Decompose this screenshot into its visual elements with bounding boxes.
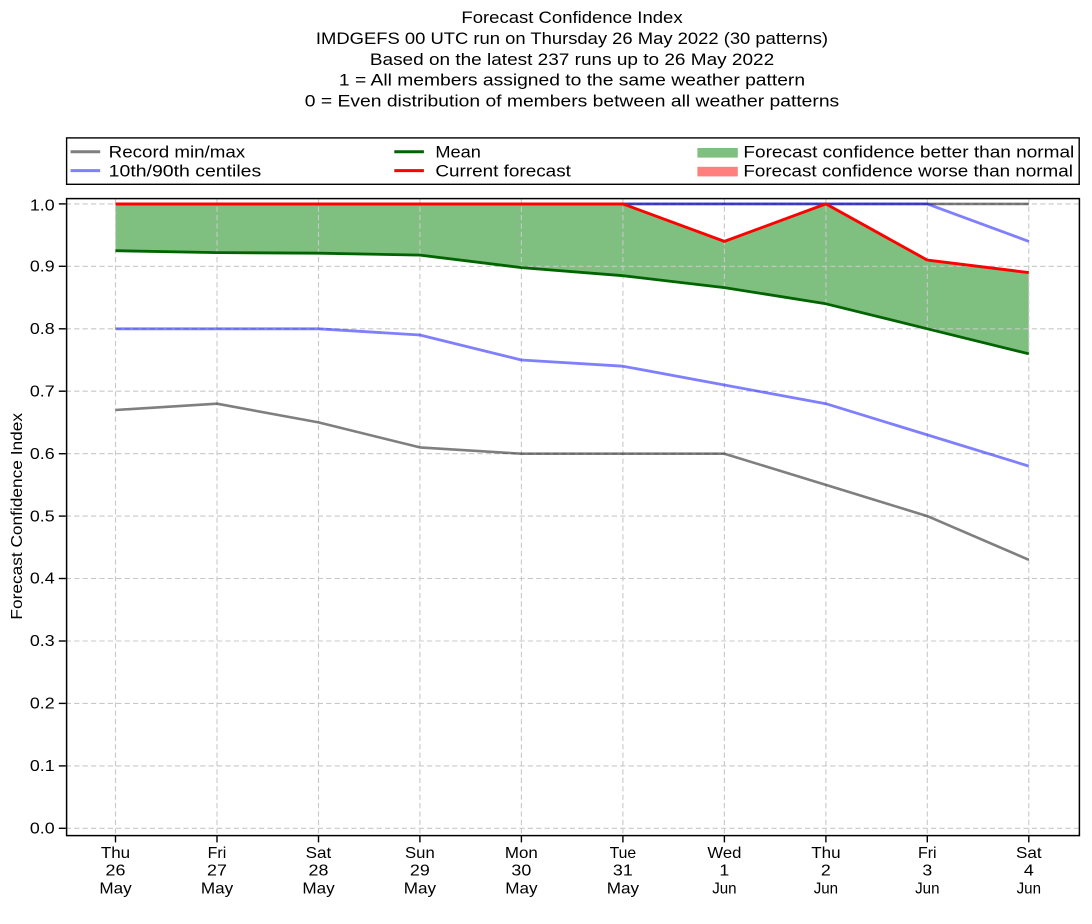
svg-text:0 = Even distribution of membe: 0 = Even distribution of members between… <box>305 92 839 111</box>
svg-text:Forecast confidence better tha: Forecast confidence better than normal <box>743 143 1074 162</box>
svg-text:Jun: Jun <box>712 880 736 897</box>
svg-text:Forecast confidence worse than: Forecast confidence worse than normal <box>743 162 1073 181</box>
svg-text:Sat: Sat <box>1016 845 1042 862</box>
svg-text:May: May <box>201 880 234 897</box>
svg-text:0.4: 0.4 <box>30 571 55 588</box>
svg-text:Record min/max: Record min/max <box>109 143 246 162</box>
svg-text:Mon: Mon <box>505 845 538 862</box>
svg-text:May: May <box>99 880 132 897</box>
svg-text:Forecast Confidence Index: Forecast Confidence Index <box>461 8 683 27</box>
svg-text:29: 29 <box>410 863 430 880</box>
svg-text:Sun: Sun <box>405 845 435 862</box>
svg-text:May: May <box>505 880 538 897</box>
svg-text:Thu: Thu <box>101 845 130 862</box>
svg-text:Based on the latest 237 runs u: Based on the latest 237 runs up to 26 Ma… <box>370 50 774 69</box>
svg-text:28: 28 <box>309 863 329 880</box>
svg-text:27: 27 <box>207 863 227 880</box>
svg-text:May: May <box>302 880 335 897</box>
svg-text:Jun: Jun <box>1017 880 1041 897</box>
svg-text:Fri: Fri <box>208 845 227 862</box>
svg-text:1.0: 1.0 <box>30 198 55 215</box>
svg-text:Thu: Thu <box>811 845 840 862</box>
svg-text:1 = All members assigned to th: 1 = All members assigned to the same wea… <box>339 71 805 90</box>
svg-text:0.0: 0.0 <box>30 821 55 838</box>
svg-text:Tue: Tue <box>610 845 637 862</box>
svg-text:31: 31 <box>613 863 633 880</box>
svg-text:Mean: Mean <box>435 143 481 162</box>
svg-text:Fri: Fri <box>918 845 937 862</box>
svg-text:30: 30 <box>511 863 531 880</box>
svg-text:3: 3 <box>922 863 932 880</box>
svg-text:26: 26 <box>106 863 126 880</box>
svg-text:Sat: Sat <box>306 845 332 862</box>
svg-text:1: 1 <box>719 863 729 880</box>
svg-text:10th/90th centiles: 10th/90th centiles <box>109 162 262 181</box>
svg-text:Wed: Wed <box>707 845 741 862</box>
svg-text:May: May <box>404 880 437 897</box>
svg-text:4: 4 <box>1024 863 1034 880</box>
svg-text:Jun: Jun <box>814 880 838 897</box>
svg-text:Forecast Confidence Index: Forecast Confidence Index <box>9 413 26 620</box>
svg-text:May: May <box>607 880 640 897</box>
svg-text:0.5: 0.5 <box>30 508 55 525</box>
svg-text:0.3: 0.3 <box>30 633 55 650</box>
svg-text:Jun: Jun <box>915 880 939 897</box>
svg-text:0.2: 0.2 <box>30 696 55 713</box>
svg-text:0.9: 0.9 <box>30 259 55 276</box>
svg-text:0.7: 0.7 <box>30 383 55 400</box>
svg-text:0.1: 0.1 <box>30 758 55 775</box>
svg-text:0.8: 0.8 <box>30 321 55 338</box>
svg-text:2: 2 <box>821 863 831 880</box>
svg-text:0.6: 0.6 <box>30 446 55 463</box>
svg-text:IMDGEFS 00 UTC run on Thursday: IMDGEFS 00 UTC run on Thursday 26 May 20… <box>316 29 828 48</box>
svg-text:Current forecast: Current forecast <box>435 162 571 181</box>
